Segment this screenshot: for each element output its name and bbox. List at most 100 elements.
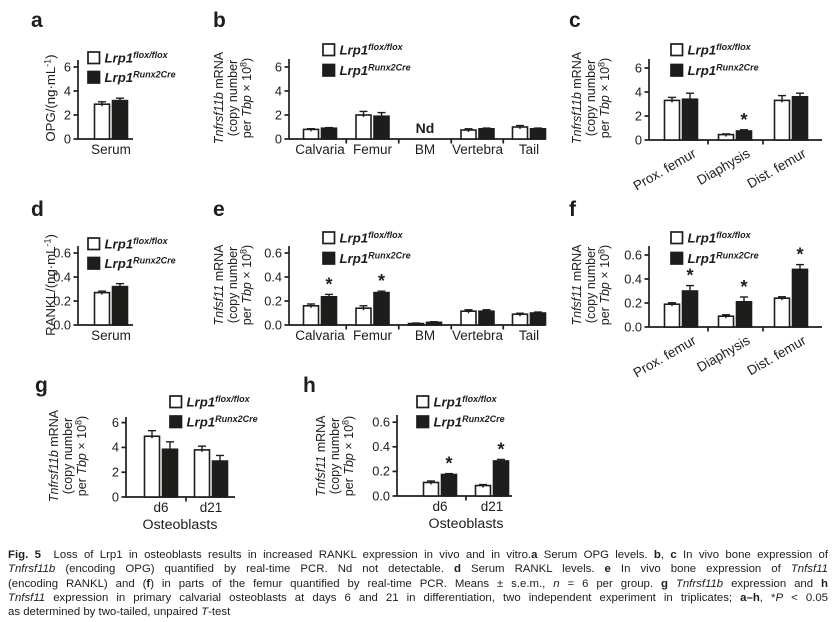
svg-text:per Tbp × 108): per Tbp × 108) xyxy=(597,245,613,325)
panel-e: e Tnfsf11 mRNA (copy number per Tbp × 108) 0… xyxy=(185,192,547,378)
svg-text:(copy number: (copy number xyxy=(226,247,240,323)
svg-text:c: c xyxy=(569,9,581,32)
svg-text:Lrp1flox/flox: Lrp1flox/flox xyxy=(105,236,169,252)
svg-text:d: d xyxy=(31,198,44,221)
svg-text:0.0: 0.0 xyxy=(372,488,390,503)
svg-text:0.6: 0.6 xyxy=(624,247,642,262)
svg-text:f: f xyxy=(569,198,577,221)
svg-text:6: 6 xyxy=(64,59,71,74)
svg-text:0.0: 0.0 xyxy=(264,317,282,332)
svg-text:Tnfrsf11b mRNA: Tnfrsf11b mRNA xyxy=(212,51,226,144)
svg-text:0.2: 0.2 xyxy=(53,293,71,308)
caption-line-3: (encoding RANKL) and (f) in parts of the… xyxy=(8,577,828,590)
panel-b: b Tnfrsf11b mRNA (copy number per Tbp × 108… xyxy=(185,3,547,189)
chart-f-tnfsf11-femur: f Tnfsf11 mRNA (copy number per Tbp × 108) 0… xyxy=(569,198,822,380)
svg-text:Prox. femur: Prox. femur xyxy=(631,332,699,380)
svg-text:b: b xyxy=(213,9,226,32)
svg-text:per Tbp × 108): per Tbp × 108) xyxy=(239,245,255,325)
svg-text:0: 0 xyxy=(275,131,282,146)
svg-text:*: * xyxy=(325,274,332,294)
svg-text:0.4: 0.4 xyxy=(624,271,642,286)
svg-text:0.2: 0.2 xyxy=(624,295,642,310)
svg-text:Lrp1flox/flox: Lrp1flox/flox xyxy=(187,394,251,410)
svg-text:0.0: 0.0 xyxy=(624,319,642,334)
svg-text:Serum: Serum xyxy=(91,328,131,343)
svg-text:(copy number: (copy number xyxy=(328,418,342,494)
svg-text:a: a xyxy=(31,9,43,32)
svg-text:OPG/(ng·mL-1): OPG/(ng·mL-1) xyxy=(43,54,59,141)
svg-text:2: 2 xyxy=(275,107,282,122)
svg-text:Lrp1flox/flox: Lrp1flox/flox xyxy=(688,230,752,246)
svg-text:0.6: 0.6 xyxy=(372,415,390,430)
panel-f: f Tnfsf11 mRNA (copy number per Tbp × 108) 0… xyxy=(545,192,834,388)
svg-text:RANKL/(ng·mL-1): RANKL/(ng·mL-1) xyxy=(43,234,59,336)
svg-text:per Tbp × 108): per Tbp × 108) xyxy=(239,58,255,138)
svg-text:(copy number: (copy number xyxy=(61,418,75,494)
chart-b-tnfrsf11b-bones: b Tnfrsf11b mRNA (copy number per Tbp × 108… xyxy=(212,9,547,157)
svg-text:4: 4 xyxy=(635,84,642,99)
svg-text:d21: d21 xyxy=(481,499,504,514)
chart-a-serum-opg: a OPG/(ng·mL-1) 0 2 4 6 Serum Lrp1flox/flox Lrp1… xyxy=(31,9,176,157)
svg-text:d6: d6 xyxy=(432,499,447,514)
svg-text:6: 6 xyxy=(635,60,642,75)
svg-text:*: * xyxy=(497,439,504,459)
svg-text:2: 2 xyxy=(112,465,119,480)
svg-text:Lrp1Runx2Cre: Lrp1Runx2Cre xyxy=(434,414,505,430)
panel-g: g Tnfrsf11b mRNA (copy number per Tbp × 108… xyxy=(30,368,288,550)
svg-text:per Tbp × 108): per Tbp × 108) xyxy=(341,416,357,496)
svg-text:Vertebra: Vertebra xyxy=(452,142,504,157)
svg-text:0.0: 0.0 xyxy=(53,317,71,332)
svg-text:Lrp1flox/flox: Lrp1flox/flox xyxy=(688,42,752,58)
svg-text:Lrp1Runx2Cre: Lrp1Runx2Cre xyxy=(340,63,411,79)
svg-text:0.2: 0.2 xyxy=(264,293,282,308)
svg-text:Lrp1flox/flox: Lrp1flox/flox xyxy=(340,230,404,246)
svg-text:*: * xyxy=(378,271,385,291)
svg-text:BM: BM xyxy=(415,328,435,343)
svg-text:4: 4 xyxy=(64,83,71,98)
svg-text:Lrp1Runx2Cre: Lrp1Runx2Cre xyxy=(340,251,411,267)
svg-text:Diaphysis: Diaphysis xyxy=(694,145,752,187)
chart-e-tnfsf11-bones: e Tnfsf11 mRNA (copy number per Tbp × 108) 0… xyxy=(212,198,547,343)
svg-text:Lrp1Runx2Cre: Lrp1Runx2Cre xyxy=(105,256,176,272)
svg-text:Tnfsf11 mRNA: Tnfsf11 mRNA xyxy=(570,244,584,326)
svg-text:0.6: 0.6 xyxy=(264,245,282,260)
svg-text:0.2: 0.2 xyxy=(372,464,390,479)
svg-text:e: e xyxy=(213,198,225,221)
svg-text:Tnfsf11 mRNA: Tnfsf11 mRNA xyxy=(314,415,328,497)
svg-text:d6: d6 xyxy=(153,500,168,515)
svg-text:Calvaria: Calvaria xyxy=(295,142,345,157)
svg-text:Serum: Serum xyxy=(91,142,131,157)
svg-text:Lrp1flox/flox: Lrp1flox/flox xyxy=(340,42,404,58)
svg-text:*: * xyxy=(740,277,747,297)
svg-text:*: * xyxy=(445,454,452,474)
svg-text:4: 4 xyxy=(112,440,119,455)
svg-text:0.4: 0.4 xyxy=(53,269,71,284)
svg-text:0.4: 0.4 xyxy=(372,439,390,454)
panel-a: a OPG/(ng·mL-1) 0 2 4 6 Serum Lrp1flox/flox Lrp1… xyxy=(25,3,197,189)
svg-text:Tail: Tail xyxy=(519,328,539,343)
svg-text:0: 0 xyxy=(64,131,71,146)
svg-text:(copy number: (copy number xyxy=(584,60,598,136)
caption-line-4: Tnfsf11 expression in primary calvarial … xyxy=(8,591,828,604)
svg-text:Lrp1Runx2Cre: Lrp1Runx2Cre xyxy=(105,70,176,86)
svg-text:Lrp1flox/flox: Lrp1flox/flox xyxy=(105,50,169,66)
svg-text:Tnfsf11 mRNA: Tnfsf11 mRNA xyxy=(212,244,226,326)
svg-text:*: * xyxy=(686,266,693,286)
svg-text:Osteoblasts: Osteoblasts xyxy=(429,516,504,532)
svg-text:0.4: 0.4 xyxy=(264,269,282,284)
caption-line-1: Fig. 5 Loss of Lrp1 in osteoblasts resul… xyxy=(8,549,828,561)
svg-text:0.6: 0.6 xyxy=(53,245,71,260)
svg-text:Lrp1Runx2Cre: Lrp1Runx2Cre xyxy=(688,251,759,267)
svg-text:*: * xyxy=(796,245,803,265)
svg-text:g: g xyxy=(35,374,48,397)
svg-text:6: 6 xyxy=(112,415,119,430)
svg-text:2: 2 xyxy=(64,107,71,122)
chart-c-tnfrsf11b-femur: c Tnfrsf11b mRNA (copy number per Tbp × 108… xyxy=(569,9,822,193)
svg-text:Diaphysis: Diaphysis xyxy=(694,332,752,374)
caption-line-2: Tnfrsf11b (encoding OPG) quantified by r… xyxy=(8,563,828,576)
svg-text:Dist. femur: Dist. femur xyxy=(744,332,808,378)
caption-line-5: as determined by two-tailed, unpaired T-… xyxy=(8,606,231,619)
svg-text:(copy number: (copy number xyxy=(584,247,598,323)
svg-text:Lrp1flox/flox: Lrp1flox/flox xyxy=(434,394,498,410)
